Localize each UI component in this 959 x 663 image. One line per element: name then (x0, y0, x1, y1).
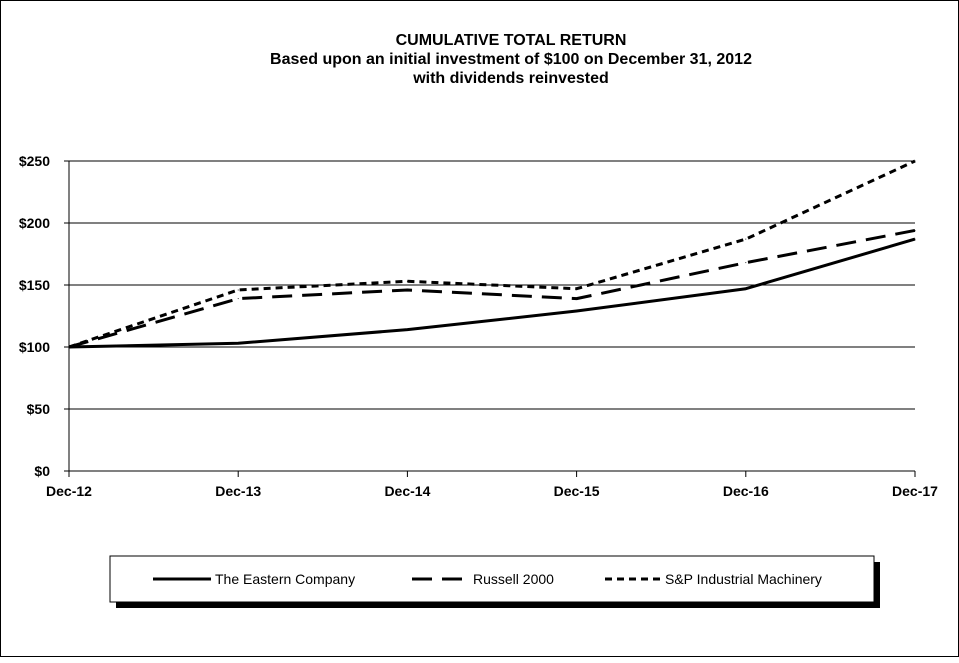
data-point (406, 329, 408, 331)
y-tick-label: $250 (19, 153, 50, 169)
x-tick-label: Dec-15 (554, 483, 600, 499)
data-point (914, 238, 916, 240)
x-tick-label: Dec-12 (46, 483, 92, 499)
data-point (576, 298, 578, 300)
x-tick-label: Dec-14 (384, 483, 430, 499)
legend: The Eastern Company Russell 2000 S&P Ind… (109, 555, 880, 608)
data-point (914, 160, 916, 162)
series-line-s-p-industrial-machinery (68, 159, 916, 349)
data-point (576, 288, 578, 290)
series-lines (68, 159, 916, 349)
y-tick-label: $100 (19, 339, 50, 355)
x-tick-label: Dec-17 (892, 483, 938, 499)
data-point (237, 342, 239, 344)
axes: $0 $50 $100 $150 $200 $250 Dec-12 Dec-13 Dec-14 D… (19, 153, 938, 499)
chart-subtitle-line-1: Based upon an initial investment of $100… (270, 51, 752, 68)
y-tick-label: $150 (19, 277, 50, 293)
data-point (237, 298, 239, 300)
legend-label-russell-2000: Russell 2000 (473, 571, 554, 587)
data-point (914, 229, 916, 231)
data-point (406, 280, 408, 282)
data-point (237, 289, 239, 291)
x-tick-label: Dec-13 (215, 483, 261, 499)
chart-title: CUMULATIVE TOTAL RETURN (396, 32, 627, 49)
legend-label-eastern-company: The Eastern Company (215, 571, 355, 587)
legend-label-sp-industrial-machinery: S&P Industrial Machinery (665, 571, 822, 587)
series-line-russell-2000 (68, 228, 916, 349)
data-point (745, 262, 747, 264)
legend-box (109, 555, 875, 603)
data-point (745, 238, 747, 240)
data-point (576, 310, 578, 312)
chart-subtitle-line-2: with dividends reinvested (412, 70, 609, 87)
series-line-the-eastern-company (68, 237, 916, 349)
data-point (406, 289, 408, 291)
data-point (68, 346, 70, 348)
y-tick-label: $0 (34, 463, 50, 479)
y-tick-label: $200 (19, 215, 50, 231)
y-tick-label: $50 (27, 401, 51, 417)
x-tick-label: Dec-16 (723, 483, 769, 499)
data-point (745, 288, 747, 290)
